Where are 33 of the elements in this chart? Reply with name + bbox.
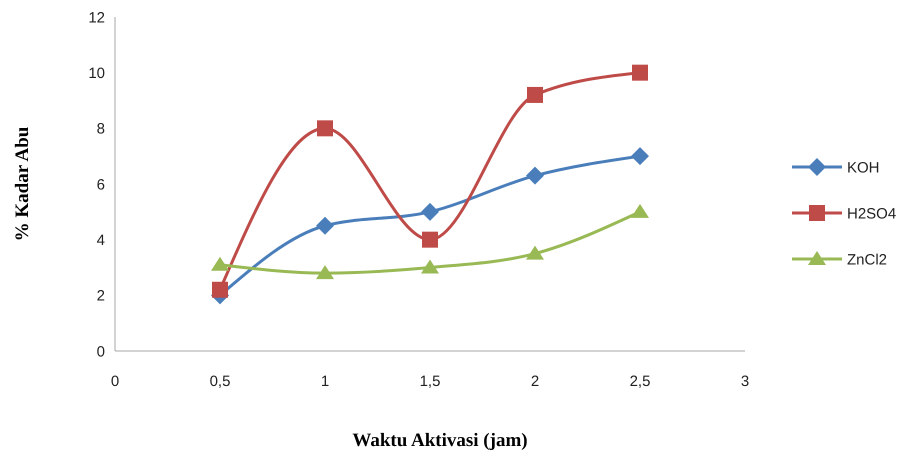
point [526, 166, 544, 185]
legend-label: H2SO4 [847, 205, 896, 222]
point [526, 246, 544, 260]
y-tick-label: 6 [96, 176, 105, 194]
point [317, 120, 333, 136]
x-tick-label: 1 [320, 373, 330, 390]
x-tick-label: 3 [740, 373, 750, 390]
y-tick-label: 12 [88, 9, 105, 26]
y-tick-label: 8 [96, 120, 105, 138]
point [631, 204, 649, 218]
point [422, 232, 438, 248]
point [632, 64, 648, 81]
point [316, 265, 334, 280]
point [421, 260, 439, 274]
y-tick-label: 4 [96, 232, 105, 249]
point [527, 86, 543, 103]
x-tick-label: 0 [110, 373, 120, 390]
point [421, 202, 439, 221]
x-tick-label: 1,5 [420, 373, 440, 390]
legend-label: ZnCl2 [847, 251, 888, 268]
y-tick-label: 10 [88, 64, 105, 82]
point [212, 282, 228, 298]
y-axis-title: % Kadar Abu [12, 126, 33, 242]
point [316, 216, 334, 235]
x-tick-label: 0,5 [210, 373, 230, 390]
x-tick-label: 2,5 [630, 373, 650, 390]
x-axis-title: Waktu Aktivasi (jam) [352, 430, 528, 451]
legend-label: KOH [847, 159, 880, 176]
point [631, 147, 649, 166]
point [211, 256, 229, 271]
y-tick-label: 2 [96, 288, 105, 305]
x-tick-label: 2 [530, 373, 540, 390]
y-tick-label: 0 [96, 343, 105, 360]
